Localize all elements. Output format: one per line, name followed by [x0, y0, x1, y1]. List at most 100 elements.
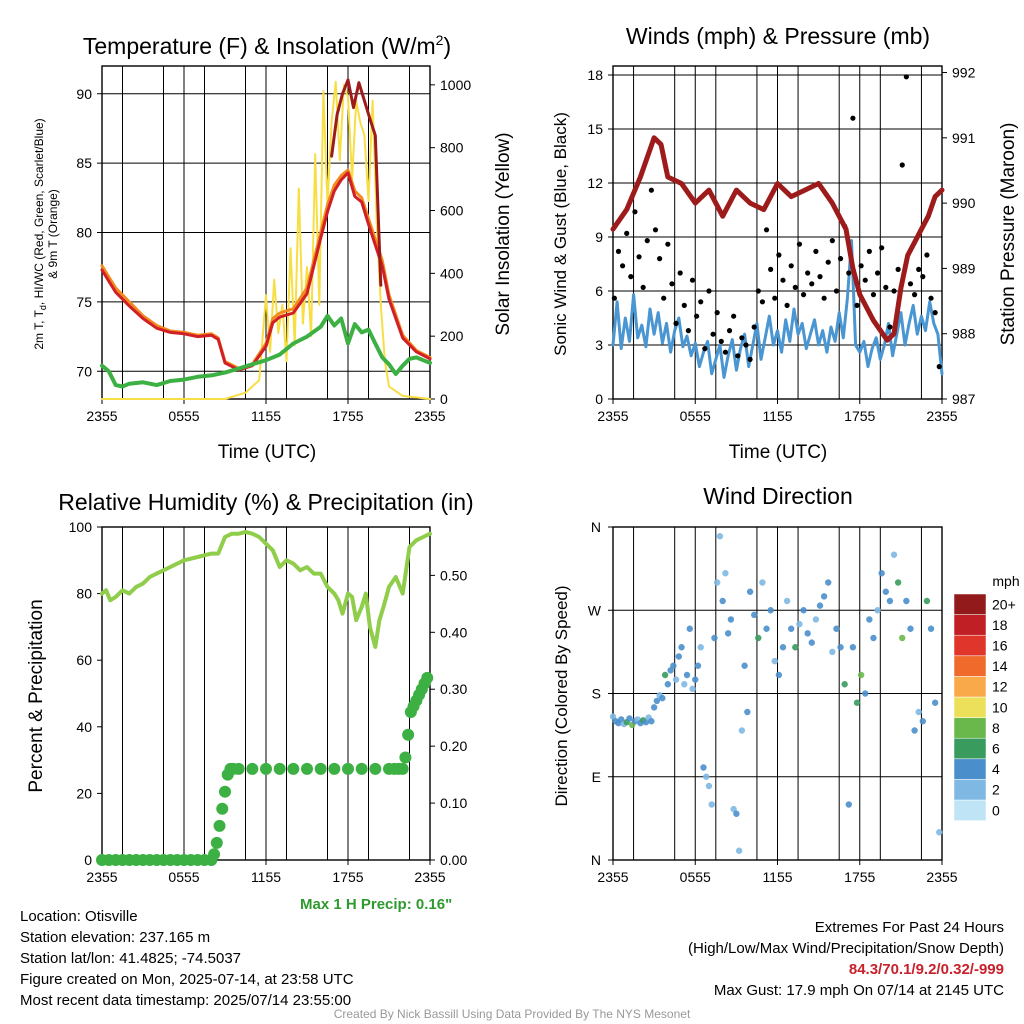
wind-direction-point — [738, 727, 746, 734]
wind-direction-point — [672, 676, 680, 683]
speed-legend-label: 2 — [992, 782, 1000, 798]
gust-point — [661, 295, 667, 301]
wind-direction-point — [919, 718, 927, 725]
wind-direction-point — [686, 625, 693, 632]
humidity-x-tick-label: 0555 — [168, 869, 199, 885]
temperature-y2-tick-label: 400 — [440, 265, 464, 281]
wind-direction-point — [678, 644, 685, 651]
wind-direction-x-tick-label: 1755 — [844, 869, 875, 885]
wind-direction-point — [923, 597, 931, 605]
wind-direction-point — [878, 570, 885, 577]
humidity-title: Relative Humidity (%) & Precipitation (i… — [58, 489, 473, 515]
gust-point — [862, 277, 868, 283]
wind-direction-point — [681, 681, 688, 688]
gust-point — [735, 353, 741, 359]
gust-point — [772, 295, 778, 301]
precipitation-point — [402, 728, 415, 741]
temperature-x-tick-label: 2355 — [86, 408, 117, 424]
humidity-y2-tick-label: 0.10 — [440, 795, 467, 811]
wind-direction-point — [808, 639, 815, 646]
winds-x-tick-label: 1755 — [844, 408, 875, 424]
gust-point — [722, 349, 729, 355]
winds-left-ylabel: Sonic Wind & Gust (Blue, Black) — [551, 112, 570, 356]
winds-y2-tick-label: 992 — [952, 65, 976, 81]
humidity-y2-tick-label: 0.20 — [440, 738, 467, 754]
extremes-values: 84.3/70.1/9.2/0.32/-999 — [848, 961, 1004, 978]
wind-direction-point — [664, 681, 672, 688]
wind-direction-point — [755, 634, 762, 642]
wind-direction-y-tick-label: N — [591, 852, 601, 868]
wind-direction-point — [936, 829, 943, 836]
gust-point — [916, 266, 922, 272]
speed-legend-swatch — [953, 614, 987, 636]
winds-y2-tick-label: 987 — [952, 391, 976, 407]
temperature-left-ylabel-line2: & 9m T (Orange) — [46, 189, 60, 279]
gust-point — [714, 310, 720, 316]
speed-legend-label: 12 — [992, 679, 1008, 695]
humidity-y2-tick-label: 0.30 — [440, 681, 467, 697]
winds-x-tick-label: 2355 — [597, 408, 628, 424]
gust-point — [825, 259, 831, 265]
speed-legend-label: 16 — [992, 638, 1008, 654]
temperature-x-tick-label: 0555 — [168, 408, 199, 424]
wind-direction-point — [618, 716, 625, 723]
winds-y2-tick-label: 988 — [952, 326, 976, 342]
precipitation-point — [208, 848, 221, 861]
gust-point — [640, 284, 646, 290]
gust-point — [763, 227, 770, 233]
humidity-y2-tick-label: 0.50 — [440, 567, 467, 583]
gust-point — [817, 274, 823, 280]
gust-point — [858, 263, 864, 269]
gust-point — [805, 270, 811, 276]
wind-direction-point — [697, 644, 704, 651]
gust-point — [698, 299, 704, 305]
gust-point — [751, 324, 757, 330]
wind-direction-point — [849, 644, 857, 651]
humidity-x-tick-label: 2355 — [86, 869, 117, 885]
wind-direction-panel: Wind Direction Direction (Colored By Spe… — [552, 483, 1020, 885]
temperature-y-tick-label: 75 — [76, 294, 92, 310]
wind-direction-point — [727, 616, 735, 623]
wind-direction-point — [763, 625, 770, 632]
precipitation-point — [216, 802, 229, 815]
gust-point — [632, 209, 638, 215]
winds-y-tick-label: 3 — [595, 337, 603, 353]
temperature-y2-tick-label: 600 — [440, 203, 464, 219]
wind-direction-point — [903, 597, 910, 605]
precipitation-point — [213, 819, 226, 832]
speed-legend-swatch — [953, 717, 987, 739]
humidity-left-ylabel: Percent & Precipitation — [26, 599, 47, 792]
gust-point — [920, 274, 926, 280]
speed-legend-swatch — [953, 737, 987, 760]
precipitation-point — [355, 762, 368, 775]
gust-point — [924, 252, 930, 258]
gust-point — [936, 364, 942, 370]
temperature-y-tick-label: 80 — [76, 225, 92, 241]
station-latlon: Station lat/lon: 41.4825; -74.5037 — [20, 950, 242, 967]
wind-direction-point — [927, 625, 935, 632]
wind-direction-point — [816, 602, 824, 609]
humidity-panel: Relative Humidity (%) & Precipitation (i… — [26, 489, 474, 885]
gust-point — [899, 162, 905, 168]
extremes-subtitle: (High/Low/Max Wind/Precipitation/Snow De… — [688, 940, 1004, 957]
winds-title: Winds (mph) & Pressure (mb) — [626, 23, 930, 49]
winds-x-tick-label: 2355 — [926, 408, 957, 424]
wind-direction-point — [700, 764, 707, 771]
wind-direction-point — [841, 681, 848, 688]
relative-humidity-line — [100, 530, 432, 649]
precipitation-point — [342, 762, 354, 775]
temp-line — [100, 171, 432, 372]
wind-direction-point — [915, 708, 922, 716]
wind-direction-point — [771, 657, 778, 665]
humidity-x-tick-label: 1155 — [251, 869, 281, 885]
wind-direction-point — [792, 644, 799, 651]
wind-direction-point — [767, 607, 774, 614]
wind-direction-point — [683, 671, 691, 679]
wind-direction-point — [862, 690, 869, 697]
wind-direction-point — [741, 662, 748, 669]
gust-point — [652, 227, 659, 233]
speed-legend-swatch — [953, 696, 987, 718]
wind-direction-point — [648, 718, 655, 725]
humidity-y-tick-label: 60 — [76, 652, 92, 668]
gust-point — [624, 230, 630, 236]
